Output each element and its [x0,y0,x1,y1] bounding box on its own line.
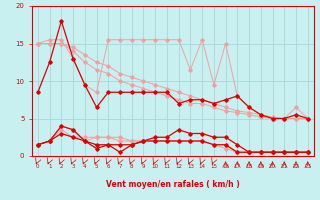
X-axis label: Vent moyen/en rafales ( km/h ): Vent moyen/en rafales ( km/h ) [106,180,240,189]
